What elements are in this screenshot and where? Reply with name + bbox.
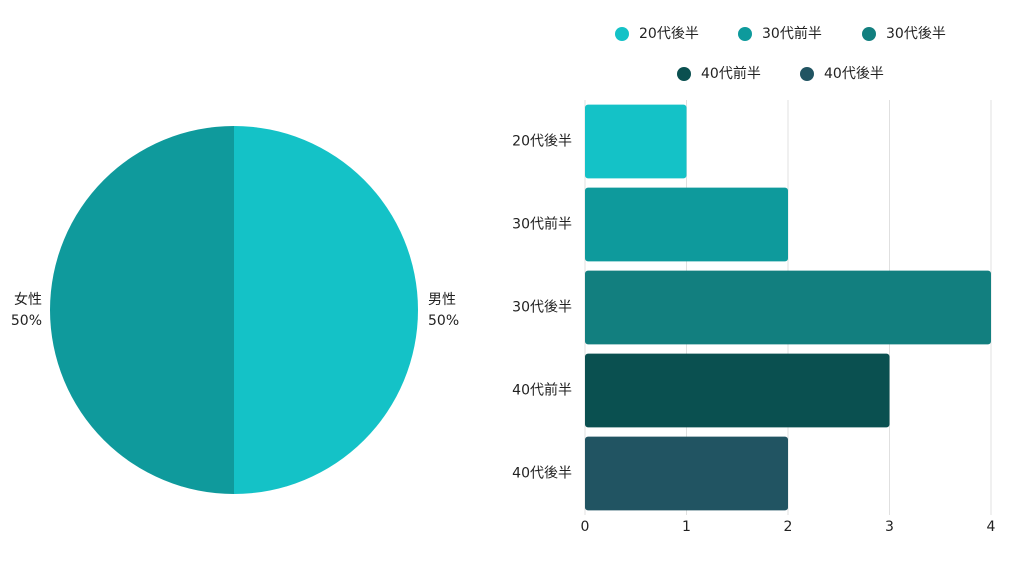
y-tick-label: 40代前半: [512, 382, 572, 399]
legend-label: 40代後半: [824, 66, 884, 82]
legend-label: 40代前半: [701, 65, 761, 82]
x-tick-label: 4: [987, 519, 996, 535]
y-tick-label: 20代後半: [512, 134, 572, 150]
x-tick-label: 1: [682, 519, 691, 535]
pie-slice: [234, 126, 418, 494]
bar: [585, 270, 991, 345]
slice-label: 女性: [14, 291, 42, 308]
x-tick-label: 0: [581, 519, 590, 535]
y-tick-label: 40代後半: [512, 466, 572, 482]
bar: [585, 353, 890, 428]
legend-marker: [862, 27, 876, 41]
slice-value-label: 50%: [11, 313, 42, 329]
legend-label: 20代後半: [639, 26, 699, 42]
legend-marker: [738, 27, 752, 41]
pie-slice: [50, 126, 234, 494]
legend-marker: [800, 67, 814, 81]
legend-marker: [615, 27, 629, 41]
slice-label: 男性: [428, 292, 456, 308]
bar: [585, 187, 788, 262]
slice-value-label: 50%: [428, 313, 459, 329]
legend-label: 30代後半: [886, 26, 946, 42]
x-tick-label: 3: [885, 519, 894, 535]
legend-label: 30代前半: [762, 25, 822, 42]
legend-marker: [677, 67, 691, 81]
bar: [585, 436, 788, 511]
x-tick-label: 2: [784, 519, 793, 535]
bar: [585, 104, 687, 179]
y-tick-label: 30代後半: [512, 300, 572, 316]
y-tick-label: 30代前半: [512, 216, 572, 233]
